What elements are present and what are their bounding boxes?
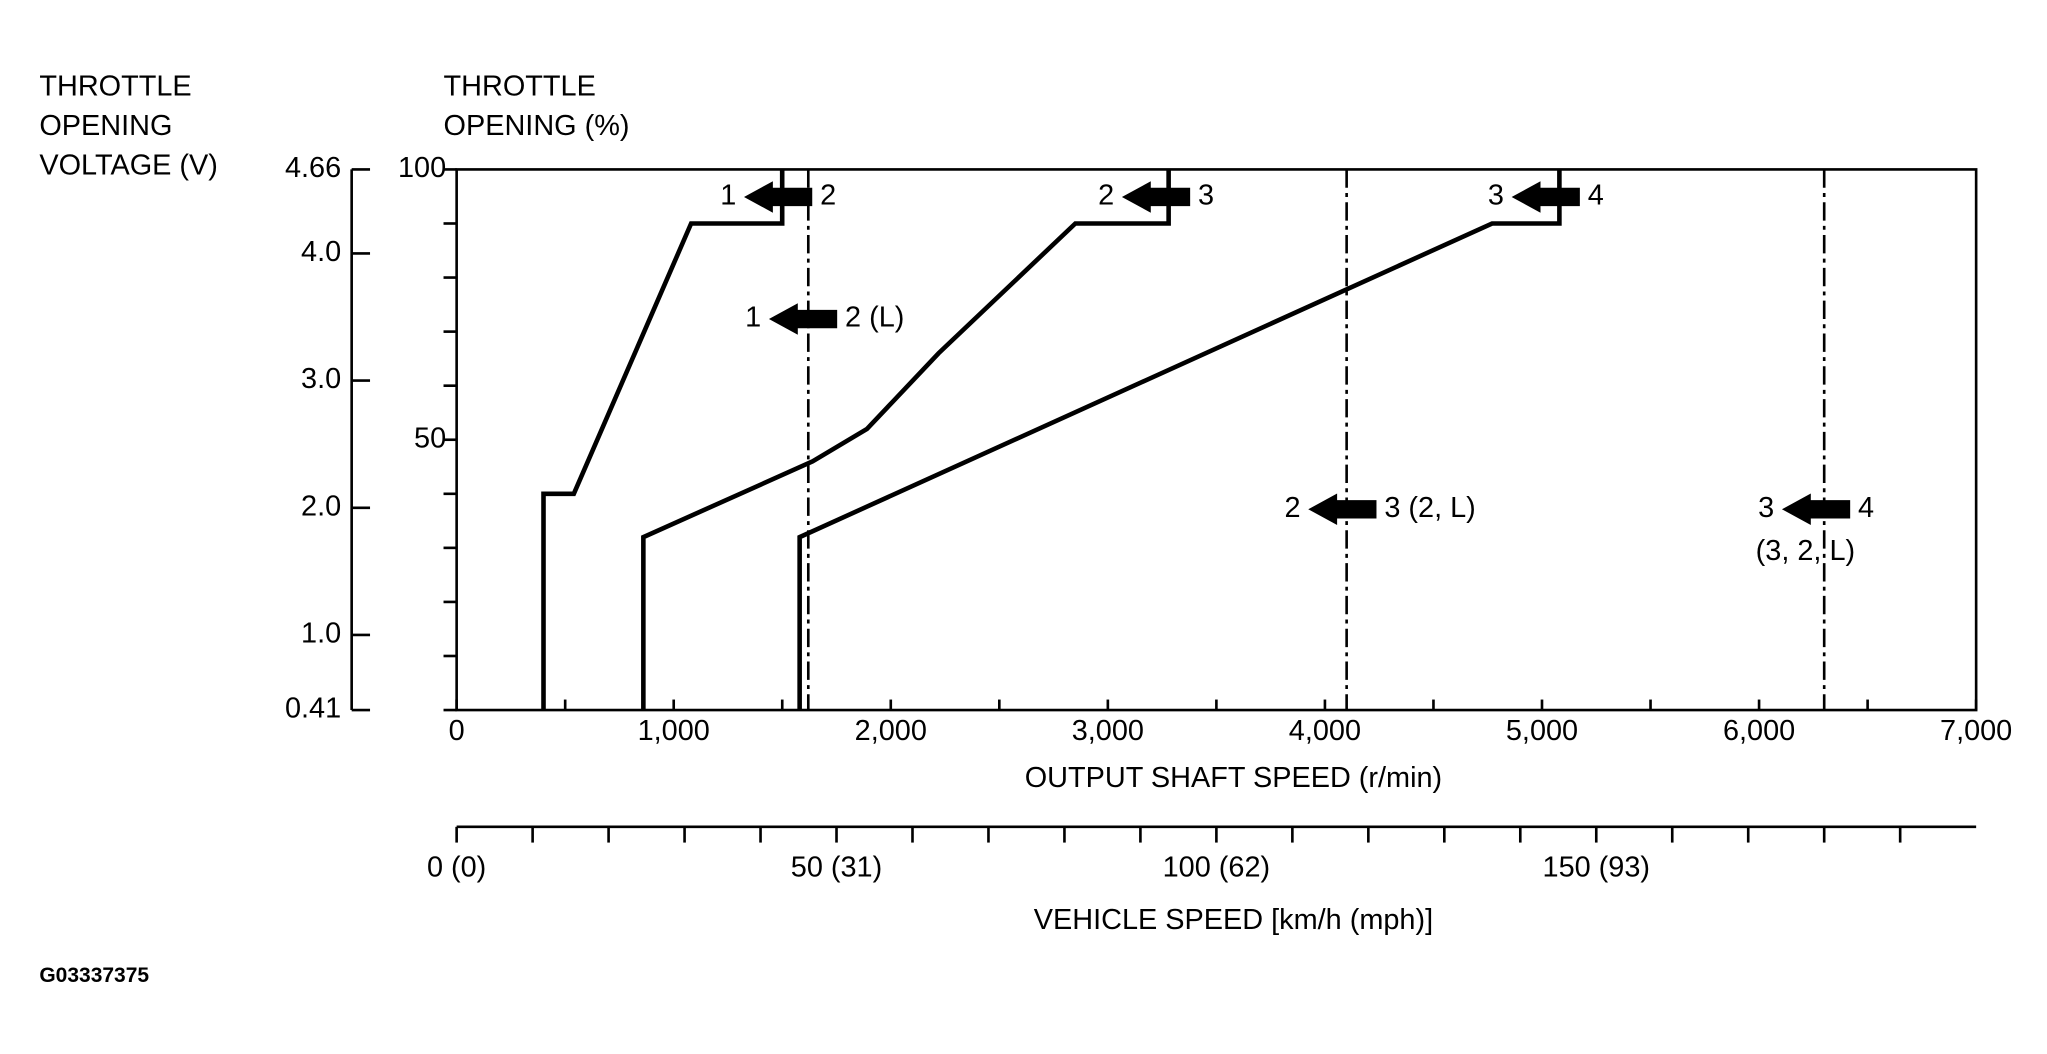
annotation-to: 3 (2, L) bbox=[1384, 492, 1475, 524]
annotation-from: 1 bbox=[745, 302, 761, 334]
annotation-from: 1 bbox=[720, 180, 736, 212]
y-tick-label: 100 bbox=[398, 152, 446, 184]
x-tick-label: 6,000 bbox=[1723, 715, 1795, 747]
shift-curve bbox=[641, 169, 1171, 711]
y2-tick-label: 4.0 bbox=[301, 236, 341, 268]
x-tick-label: 1,000 bbox=[638, 715, 710, 747]
y2-tick-label: 2.0 bbox=[301, 490, 341, 522]
x2-title: VEHICLE SPEED [km/h (mph)] bbox=[1034, 904, 1433, 936]
annotation-to: 4 bbox=[1858, 492, 1874, 524]
x2-tick-label: 0 (0) bbox=[427, 851, 486, 883]
y2-tick-label: 1.0 bbox=[301, 618, 341, 650]
annotation-to: 2 bbox=[820, 180, 836, 212]
x2-tick-label: 100 (62) bbox=[1163, 851, 1271, 883]
annotation-from: 2 bbox=[1284, 492, 1300, 524]
x-title: OUTPUT SHAFT SPEED (r/min) bbox=[1025, 762, 1442, 794]
x-tick-label: 2,000 bbox=[855, 715, 927, 747]
x2-tick-label: 50 (31) bbox=[791, 851, 882, 883]
arrow bbox=[1511, 181, 1580, 213]
x-tick-label: 0 bbox=[449, 715, 465, 747]
annotation-to: 3 bbox=[1198, 180, 1214, 212]
shift-curve bbox=[541, 169, 785, 711]
annotation-from: 2 bbox=[1098, 180, 1114, 212]
figure-id: G03337375 bbox=[39, 964, 149, 987]
x-tick-label: 4,000 bbox=[1289, 715, 1361, 747]
annotation-note: (3, 2, L) bbox=[1756, 535, 1855, 567]
y-title: OPENING (%) bbox=[444, 110, 630, 142]
arrow bbox=[1308, 493, 1377, 526]
arrow bbox=[1781, 493, 1851, 526]
y2-title: OPENING bbox=[39, 110, 172, 142]
y2-title: THROTTLE bbox=[39, 71, 191, 103]
x-tick-label: 5,000 bbox=[1506, 715, 1578, 747]
annotation-to: 2 (L) bbox=[845, 302, 904, 334]
y-tick-label: 50 bbox=[414, 422, 446, 454]
x-tick-label: 7,000 bbox=[1940, 715, 2012, 747]
annotation-from: 3 bbox=[1758, 492, 1774, 524]
y-title: THROTTLE bbox=[444, 71, 596, 103]
arrow bbox=[744, 181, 813, 213]
y2-tick-label: 3.0 bbox=[301, 363, 341, 395]
annotation-to: 4 bbox=[1588, 180, 1604, 212]
y2-tick-label: 4.66 bbox=[285, 152, 341, 184]
y2-title: VOLTAGE (V) bbox=[39, 149, 218, 181]
arrow bbox=[1121, 181, 1191, 213]
arrow bbox=[768, 303, 838, 335]
annotation-from: 3 bbox=[1488, 180, 1504, 212]
y2-tick-label: 0.41 bbox=[285, 693, 341, 725]
x-tick-label: 3,000 bbox=[1072, 715, 1144, 747]
x2-tick-label: 150 (93) bbox=[1543, 851, 1651, 883]
